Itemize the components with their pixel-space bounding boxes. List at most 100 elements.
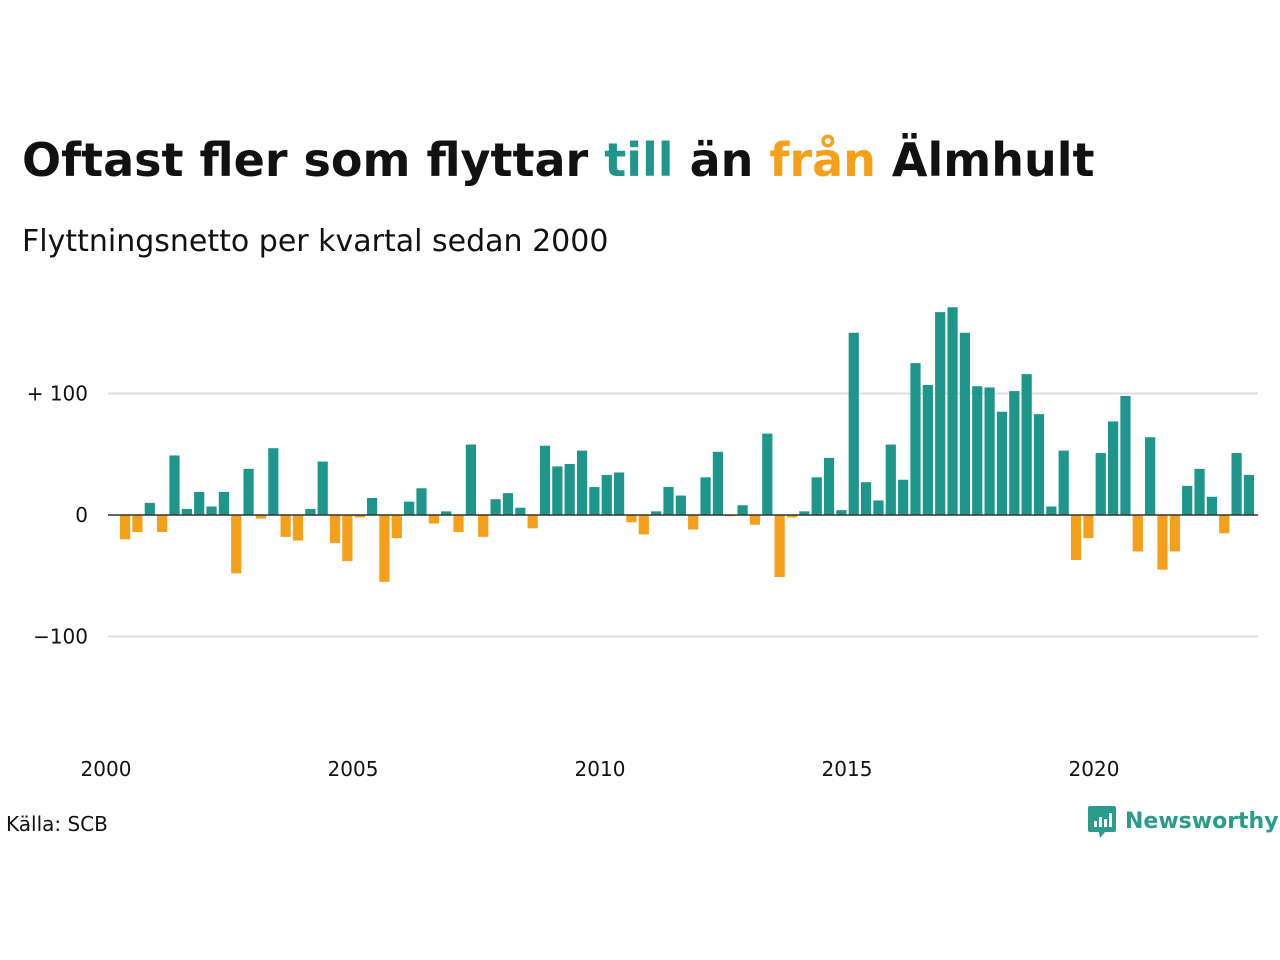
y-tick-label: −100: [33, 625, 88, 649]
newsworthy-logo: Newsworthy: [1087, 804, 1279, 840]
bar-2000-q4: [157, 515, 168, 533]
bar-2000-q2: [132, 515, 143, 533]
bar-2002-q1: [218, 491, 229, 516]
bar-2005-q1: [367, 497, 378, 515]
bar-2017-q3: [984, 387, 995, 516]
chart-title: Oftast fler som flyttar till än från Älm…: [22, 130, 1094, 190]
bar-2010-q4: [651, 511, 662, 516]
bar-2019-q4: [1095, 453, 1106, 515]
bar-2009-q1: [564, 463, 575, 515]
bar-2001-q4: [206, 506, 217, 516]
bar-2012-q4: [749, 515, 761, 525]
bar-2007-q2: [478, 515, 489, 537]
bar-2009-q3: [589, 487, 600, 516]
x-tick-label: 2020: [1069, 757, 1120, 781]
bar-2018-q1: [1009, 391, 1020, 515]
bar-2014-q3: [836, 510, 847, 515]
bar-2003-q2: [280, 515, 291, 537]
bar-2021-q3: [1182, 485, 1193, 515]
bar-2021-q2: [1169, 515, 1180, 552]
bar-2019-q1: [1058, 450, 1069, 516]
bar-2003-q4: [305, 508, 316, 516]
bar-2003-q1: [268, 448, 279, 516]
bar-2016-q3: [935, 312, 946, 516]
bar-2015-q1: [861, 482, 872, 515]
bar-2018-q3: [1033, 414, 1045, 515]
bar-2011-q4: [700, 477, 711, 515]
bar-2009-q2: [576, 450, 588, 516]
source-note: Källa: SCB: [6, 812, 108, 836]
title-part-middle: än: [673, 133, 770, 187]
title-word-fran: från: [769, 133, 876, 187]
bar-2020-q3: [1132, 515, 1143, 552]
chart-subtitle: Flyttningsnetto per kvartal sedan 2000: [22, 224, 609, 259]
x-tick-label: 2005: [328, 757, 379, 781]
bar-2022-q2: [1219, 515, 1230, 534]
bar-2002-q4: [255, 515, 267, 519]
bar-2013-q3: [786, 515, 798, 518]
bar-2014-q2: [823, 457, 835, 515]
bar-2004-q3: [342, 515, 353, 562]
bar-2016-q2: [922, 385, 933, 515]
title-word-till: till: [604, 133, 674, 187]
bar-2015-q4: [898, 479, 909, 515]
bar-2003-q3: [292, 515, 304, 541]
x-axis-ticks: 2000 2005 2010 2015 2020: [81, 757, 1120, 781]
bar-2006-q2: [428, 515, 439, 524]
bar-2011-q3: [688, 515, 699, 530]
bar-2002-q2: [231, 515, 242, 574]
bar-2008-q2: [527, 515, 538, 529]
bar-2008-q4: [552, 466, 563, 515]
bar-2004-q1: [317, 461, 328, 515]
newsworthy-logo-text: Newsworthy: [1125, 809, 1279, 834]
bar-2007-q1: [465, 444, 476, 515]
bar-2017-q2: [972, 386, 983, 515]
bar-2000-q1: [120, 515, 131, 540]
bar-2001-q2: [181, 508, 192, 516]
bar-2020-q1: [1108, 421, 1119, 515]
x-tick-label: 2010: [575, 757, 626, 781]
bar-2022-q1: [1206, 496, 1217, 515]
bar-2009-q4: [601, 474, 612, 515]
bar-2014-q4: [848, 332, 859, 515]
y-tick-label: 0: [75, 503, 88, 527]
title-part-after: Älmhult: [875, 133, 1095, 187]
bar-2015-q3: [885, 444, 896, 515]
bar-2001-q1: [169, 455, 180, 515]
bar-2005-q2: [379, 515, 390, 582]
bar-2013-q4: [799, 511, 810, 516]
x-tick-label: 2000: [81, 757, 132, 781]
bar-2015-q2: [873, 500, 884, 515]
title-part-before: Oftast fler som flyttar: [22, 133, 605, 187]
gridlines: [108, 392, 1258, 638]
bar-2010-q1: [614, 472, 625, 516]
bar-2008-q1: [515, 507, 526, 515]
bar-2018-q2: [1021, 374, 1032, 515]
bar-2017-q1: [959, 332, 970, 515]
bar-2020-q4: [1145, 437, 1156, 515]
bar-2007-q3: [490, 499, 501, 515]
y-tick-label: + 100: [27, 382, 88, 406]
bar-2002-q3: [243, 468, 254, 515]
bar-2021-q1: [1157, 515, 1168, 570]
newsworthy-logo-icon: [1088, 806, 1116, 838]
bar-2021-q4: [1194, 468, 1205, 515]
bar-2018-q4: [1046, 506, 1057, 516]
bar-2022-q4: [1243, 474, 1255, 515]
bar-2010-q3: [638, 515, 649, 535]
bar-2008-q3: [539, 445, 551, 516]
bar-2012-q3: [737, 505, 748, 515]
bar-2005-q3: [391, 515, 402, 539]
bar-2004-q4: [354, 515, 365, 518]
bar-2007-q4: [502, 493, 514, 515]
bar-2000-q3: [144, 502, 155, 515]
bar-2005-q4: [404, 501, 415, 515]
bar-2011-q2: [675, 495, 686, 515]
bar-2013-q2: [774, 515, 785, 577]
y-axis-ticks: + 100 0 −100: [27, 382, 88, 649]
x-tick-label: 2015: [822, 757, 873, 781]
bar-2016-q1: [910, 363, 921, 516]
bar-2022-q3: [1231, 453, 1242, 515]
bars: [120, 307, 1255, 582]
